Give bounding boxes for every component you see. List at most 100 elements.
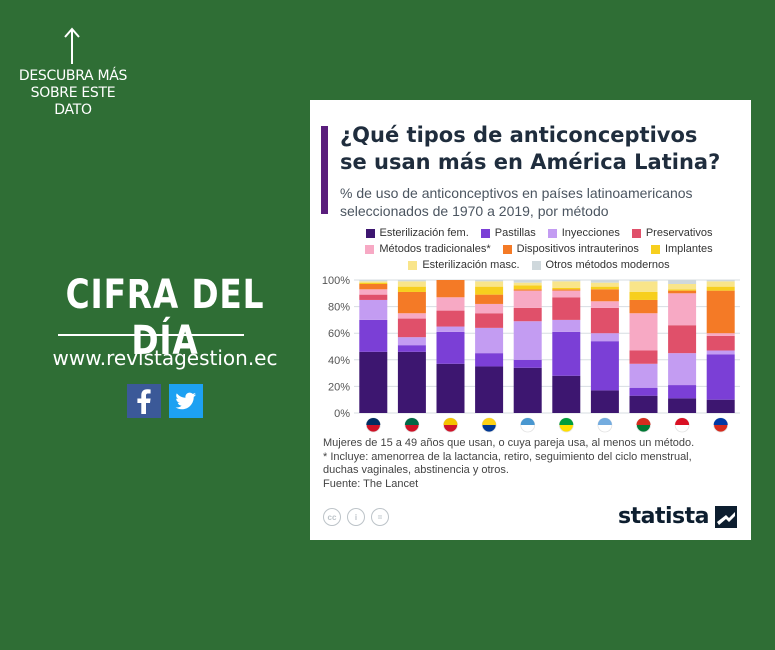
bar-segment (668, 290, 697, 294)
bar-segment (590, 282, 619, 287)
y-tick-label: 20% (328, 381, 350, 393)
bar-segment (397, 318, 426, 338)
bar-segment (359, 289, 388, 295)
bar-segment (590, 333, 619, 342)
legend-swatch (408, 260, 418, 270)
bar-segment (359, 299, 388, 320)
bar-segment (590, 301, 619, 308)
bar-segment (475, 286, 504, 295)
facebook-icon[interactable] (127, 384, 161, 418)
more-info-link[interactable]: DESCUBRA MÁS SOBRE ESTE DATO (18, 68, 128, 118)
legend-label: Esterilización fem. (379, 227, 469, 239)
flag-venezuela-icon (443, 417, 458, 433)
legend-item: Dispositivos intrauterinos (502, 243, 639, 255)
flag-guatemala-icon (520, 417, 536, 433)
bar-segment (590, 289, 619, 302)
bar-segment (475, 303, 504, 314)
chart-title: ¿Qué tipos de anticonceptivos se usan má… (340, 123, 721, 174)
legend-swatch (365, 244, 375, 254)
bar-segment (706, 281, 735, 287)
bar-segment (629, 387, 658, 396)
legend-label: Preservativos (645, 227, 713, 239)
legend-row: Esterilización fem. Pastillas Inyecciones P… (334, 225, 744, 241)
y-tick-label: 100% (322, 275, 350, 287)
legend-item: Inyecciones (547, 227, 620, 239)
bar-segment (706, 354, 735, 400)
bar-segment (629, 363, 658, 388)
flag-brasil-icon (558, 417, 574, 433)
legend-item: Otros métodos modernos (531, 259, 670, 271)
bar-segment (629, 299, 658, 314)
bar-segment (475, 366, 504, 413)
legend-item: Esterilización masc. (408, 259, 520, 271)
bar-segment (590, 280, 619, 283)
statista-logo[interactable]: statista (618, 504, 737, 529)
bar-segment (706, 280, 735, 282)
bar-segment (359, 319, 388, 352)
bar-segment (513, 321, 542, 360)
bar-segment (706, 399, 735, 413)
license-icons: cc i = (323, 508, 389, 526)
bar-segment (513, 285, 542, 290)
legend-label: Otros métodos modernos (545, 259, 670, 271)
legend-label: Dispositivos intrauterinos (516, 243, 639, 255)
sidebar: DESCUBRA MÁS SOBRE ESTE DATO CIFRA DEL D… (0, 0, 310, 650)
bar-segment (513, 280, 542, 283)
bar-segment (359, 294, 388, 300)
bar-segment (359, 351, 388, 413)
chart-subtitle: % de uso de anticonceptivos en países la… (340, 185, 693, 219)
bar-segment (552, 281, 581, 288)
stacked-bar-chart: 0% 20% 40% 60% 80% 100% (322, 275, 740, 433)
bar-segment (436, 326, 465, 332)
flag-chile-icon (713, 417, 729, 433)
bar-segment (436, 280, 465, 298)
bar-segment (475, 281, 504, 287)
website-link[interactable]: www.revistagestion.ec (52, 346, 278, 370)
legend-item: Preservativos (631, 227, 713, 239)
legend-item: Esterilización fem. (365, 227, 469, 239)
flag-argentina-icon (597, 417, 613, 433)
bar-segment (668, 289, 697, 291)
legend-label: Inyecciones (561, 227, 620, 239)
by-icon[interactable]: i (347, 508, 365, 526)
bar-segment (629, 395, 658, 413)
bar-segment (359, 282, 388, 284)
legend-swatch (531, 260, 541, 270)
cc-icon[interactable]: cc (323, 508, 341, 526)
bar-segment (590, 341, 619, 391)
bar-segment (668, 353, 697, 386)
bar-segment (668, 385, 697, 399)
legend-swatch (480, 228, 490, 238)
nd-icon[interactable]: = (371, 508, 389, 526)
legend-label: Pastillas (494, 227, 536, 239)
title-accent-bar (321, 126, 328, 214)
chart-notes: Mujeres de 15 a 49 años que usan, o cuya… (323, 437, 743, 491)
legend-swatch (631, 228, 641, 238)
bar-segment (513, 307, 542, 322)
divider (58, 334, 244, 336)
statista-mark-icon (715, 505, 737, 528)
legend-swatch (365, 228, 375, 238)
bar-segment (397, 286, 426, 292)
bar-segment (513, 359, 542, 368)
bar-segment (668, 283, 697, 290)
bar-segment (629, 281, 658, 292)
flag-república-dominicana-icon (365, 417, 381, 433)
bar-segment (706, 335, 735, 351)
legend-label: Esterilización masc. (422, 259, 520, 271)
bar-segment (668, 325, 697, 354)
legend-swatch (650, 244, 660, 254)
bar-segment (668, 293, 697, 326)
bar-segment (706, 290, 735, 334)
y-tick-label: 60% (328, 328, 350, 340)
bar-segment (552, 375, 581, 413)
bar-segment (436, 331, 465, 364)
bar-segment (706, 350, 735, 355)
bar-segment (513, 282, 542, 286)
arrow-up-icon (64, 27, 80, 64)
bar-segment (397, 281, 426, 287)
legend-swatch (502, 244, 512, 254)
bar-segment (513, 290, 542, 308)
bar-segment (475, 313, 504, 328)
twitter-icon[interactable] (169, 384, 203, 418)
